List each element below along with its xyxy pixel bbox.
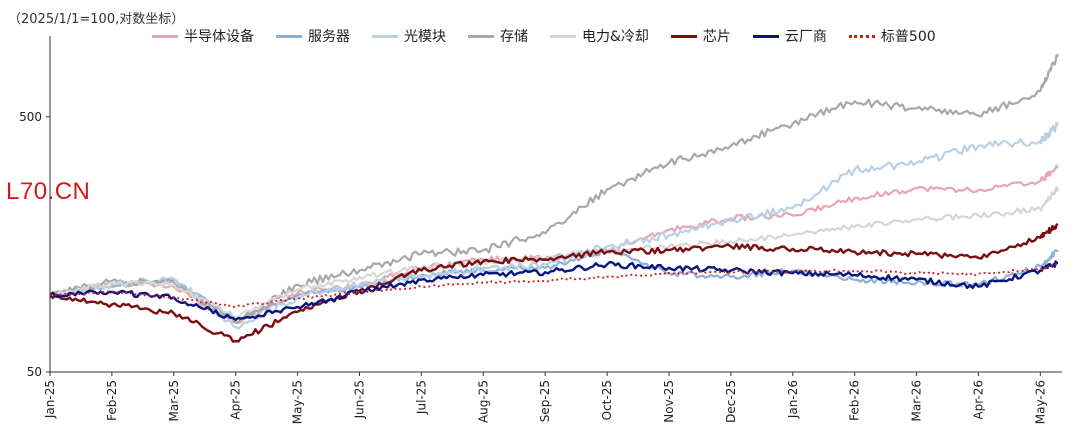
chart-legend: 半导体设备 服务器 光模块 存储 电力&冷却 芯片 云厂商 标普500 xyxy=(152,26,936,46)
legend-swatch xyxy=(752,34,779,38)
x-tick-label: Feb-26 xyxy=(848,380,862,421)
x-tick-label: Oct-25 xyxy=(600,380,614,420)
x-tick-label: Apr-25 xyxy=(229,380,243,420)
x-tick-label: Jul-25 xyxy=(414,380,428,415)
legend-item: 芯片 xyxy=(670,26,731,46)
x-tick-label: Feb-25 xyxy=(105,380,119,421)
series-line xyxy=(49,186,1060,320)
legend-item: 云厂商 xyxy=(752,26,827,46)
x-tick-label: Jan-25 xyxy=(43,380,57,419)
legend-swatch xyxy=(276,34,302,38)
legend-swatch xyxy=(848,34,875,38)
x-tick-label: May-26 xyxy=(1033,380,1047,424)
x-tick-label: Nov-25 xyxy=(662,380,676,423)
legend-item: 光模块 xyxy=(372,26,446,46)
y-tick-label: 500 xyxy=(19,110,42,124)
series-line xyxy=(49,260,1059,322)
x-tick-label: Jun-25 xyxy=(352,380,366,419)
x-tick-label: Apr-26 xyxy=(971,380,985,420)
legend-item: 半导体设备 xyxy=(152,26,254,46)
series-line xyxy=(49,53,1060,324)
x-tick-label: Mar-26 xyxy=(910,380,924,421)
series-line xyxy=(49,222,1059,343)
legend-item: 服务器 xyxy=(276,26,350,46)
legend-item: 标普500 xyxy=(848,26,936,46)
legend-label: 光模块 xyxy=(404,29,446,45)
legend-label: 半导体设备 xyxy=(184,29,254,45)
legend-swatch xyxy=(550,34,576,38)
series-line xyxy=(49,122,1060,330)
legend-label: 芯片 xyxy=(702,29,731,45)
legend-label: 标普500 xyxy=(880,29,936,45)
legend-item: 存储 xyxy=(468,26,528,46)
legend-label: 云厂商 xyxy=(784,29,827,45)
x-tick-label: Jan-26 xyxy=(786,380,800,419)
y-tick-label: 50 xyxy=(27,365,42,379)
series-line xyxy=(49,261,1059,308)
watermark-text: L70.CN xyxy=(6,178,91,205)
x-tick-label: Sep-25 xyxy=(538,380,552,422)
legend-swatch xyxy=(468,34,494,38)
legend-label: 电力&冷却 xyxy=(582,29,649,45)
x-tick-label: Mar-25 xyxy=(167,380,181,421)
legend-swatch xyxy=(152,34,178,38)
legend-label: 服务器 xyxy=(308,29,350,45)
x-tick-label: Dec-25 xyxy=(724,380,738,423)
legend-label: 存储 xyxy=(500,29,528,45)
x-tick-label: Aug-25 xyxy=(476,380,490,423)
chart-caption: （2025/1/1=100,对数坐标） xyxy=(8,12,185,27)
legend-item: 电力&冷却 xyxy=(550,26,649,46)
x-tick-label: May-25 xyxy=(291,380,305,424)
legend-swatch xyxy=(670,34,697,38)
legend-swatch xyxy=(372,34,398,38)
